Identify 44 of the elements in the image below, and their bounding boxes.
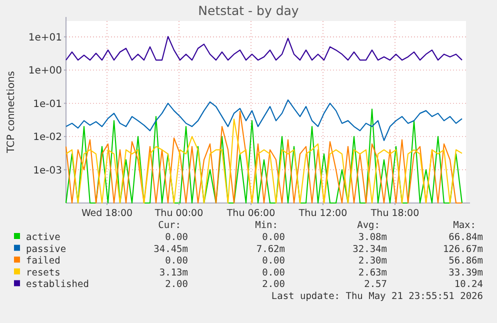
x-tick-label: Thu 18:00: [370, 208, 420, 219]
y-tick-label: 1e-03: [33, 165, 62, 176]
text: 2.63m: [358, 267, 388, 278]
text: Avg:: [357, 220, 380, 231]
text: 34.45m: [154, 244, 188, 255]
y-tick-label: 1e+00: [28, 66, 62, 77]
text: Max:: [453, 220, 476, 231]
y-tick-label: 1e-01: [33, 98, 62, 110]
text: Min:: [255, 220, 278, 231]
text: 66.84m: [448, 232, 484, 243]
y-tick-label: 1e+01: [28, 32, 62, 44]
x-tick-label: Thu 00:00: [154, 208, 204, 219]
text: 2.00: [262, 279, 286, 290]
text: 56.86m: [448, 256, 484, 267]
x-tick-label: Wed 18:00: [81, 208, 133, 219]
line-series: [65, 99, 463, 142]
text: 33.39m: [448, 267, 484, 278]
text: 0.00: [165, 232, 188, 243]
legend-label: passive: [26, 244, 66, 255]
legend-label: failed: [26, 256, 60, 267]
line-series: [65, 36, 463, 61]
text: 2.00: [165, 279, 188, 290]
text: 126.67m: [442, 244, 484, 255]
text: 0.00: [262, 256, 286, 267]
text: 3.08m: [358, 232, 388, 243]
text: 0.00: [262, 267, 286, 278]
x-tick-label: Thu 06:00: [226, 208, 276, 219]
text: 2.57: [364, 279, 387, 290]
legend-label: established: [26, 279, 89, 290]
text: Last update: Thu May 21 23:55:51 2026: [271, 291, 484, 302]
y-axis-title: TCP connections: [6, 70, 17, 154]
y-tick-label: 1e-02: [33, 132, 62, 144]
chart-title: Netstat - by day: [198, 3, 300, 18]
text: Cur:: [158, 220, 181, 231]
text: 7.62m: [256, 244, 286, 255]
legend-label: active: [26, 232, 61, 243]
text: 3.13m: [159, 267, 188, 278]
text: 32.34m: [352, 244, 388, 255]
text: 0.00: [165, 256, 188, 267]
text: 10.24: [454, 279, 484, 290]
legend-label: resets: [26, 267, 60, 278]
text: 0.00: [262, 232, 286, 243]
text: 2.30m: [358, 256, 388, 267]
x-tick-label: Thu 12:00: [298, 208, 348, 219]
